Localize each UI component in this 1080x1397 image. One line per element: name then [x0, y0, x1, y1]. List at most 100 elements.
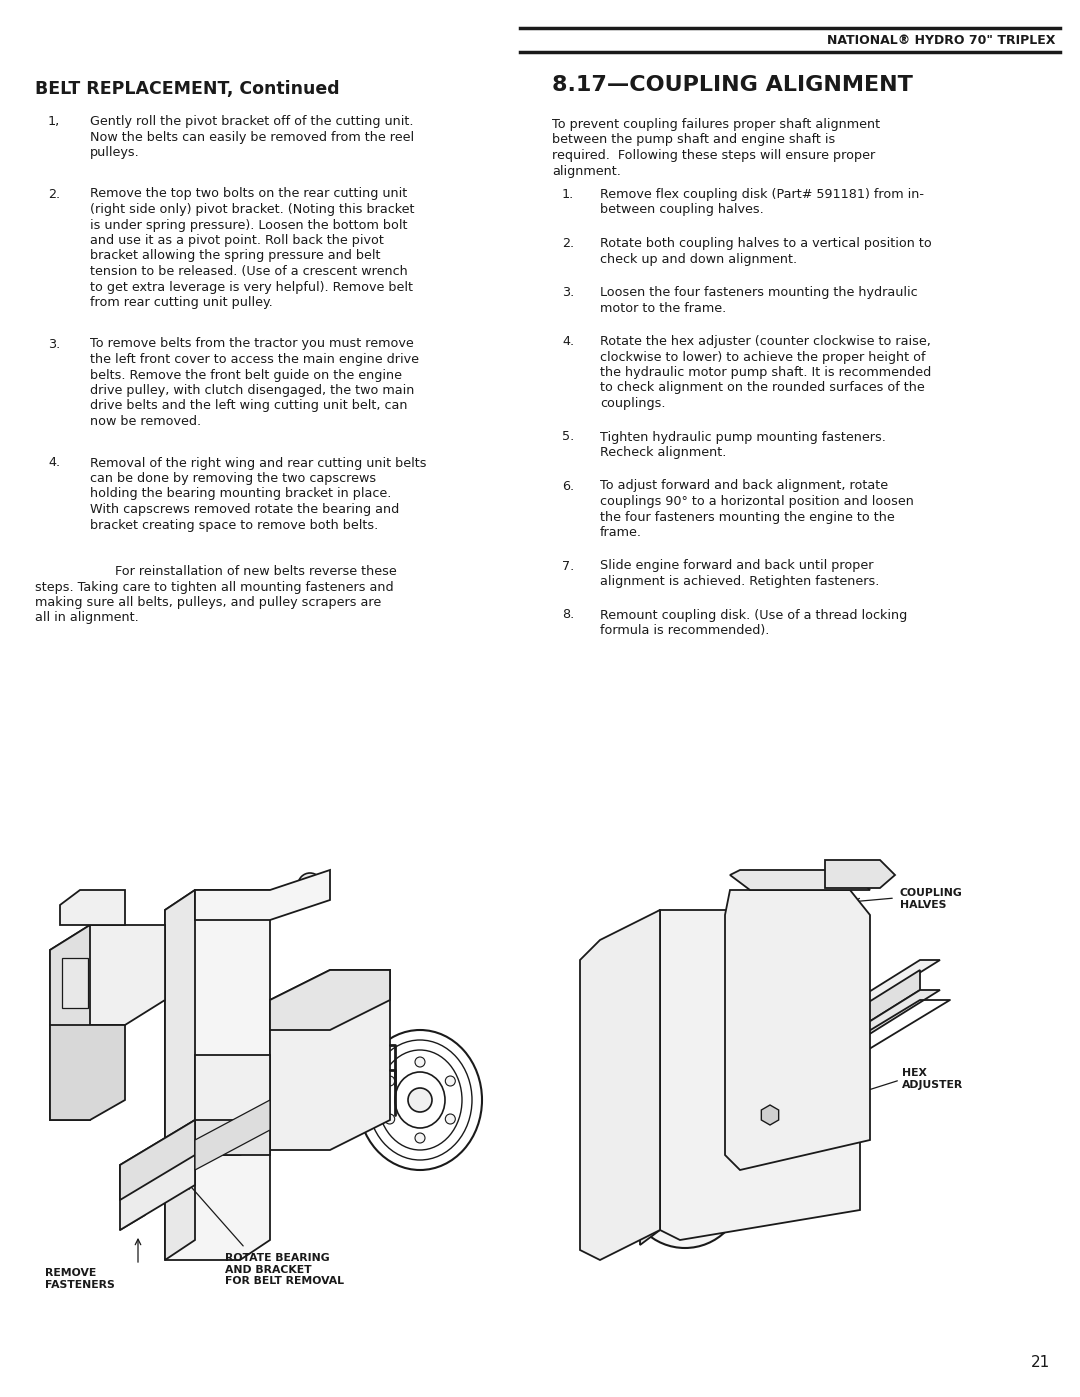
- Text: (right side only) pivot bracket. (Noting this bracket: (right side only) pivot bracket. (Noting…: [90, 203, 415, 217]
- Text: Slide engine forward and back until proper: Slide engine forward and back until prop…: [600, 560, 874, 573]
- Polygon shape: [270, 970, 390, 1150]
- Circle shape: [588, 1032, 602, 1046]
- Text: the hydraulic motor pump shaft. It is recommended: the hydraulic motor pump shaft. It is re…: [600, 366, 931, 379]
- Circle shape: [794, 935, 804, 944]
- Circle shape: [130, 1206, 140, 1215]
- Circle shape: [126, 1002, 134, 1009]
- Circle shape: [670, 1175, 700, 1206]
- Circle shape: [816, 1085, 826, 1095]
- Circle shape: [794, 995, 804, 1004]
- Circle shape: [750, 935, 760, 944]
- Circle shape: [206, 946, 214, 954]
- Text: Remove the top two bolts on the rear cutting unit: Remove the top two bolts on the rear cut…: [90, 187, 407, 201]
- Circle shape: [63, 1016, 73, 1025]
- Text: For reinstallation of new belts reverse these: For reinstallation of new belts reverse …: [114, 564, 396, 578]
- Circle shape: [794, 1055, 804, 1065]
- Circle shape: [772, 1085, 782, 1095]
- Polygon shape: [62, 958, 87, 1009]
- Polygon shape: [600, 990, 940, 1190]
- Text: 3.: 3.: [562, 286, 575, 299]
- Circle shape: [745, 1143, 755, 1153]
- Circle shape: [175, 1165, 185, 1175]
- Circle shape: [640, 1146, 730, 1235]
- Text: 1.: 1.: [562, 189, 575, 201]
- Text: all in alignment.: all in alignment.: [35, 612, 138, 624]
- Text: clockwise to lower) to achieve the proper height of: clockwise to lower) to achieve the prope…: [600, 351, 926, 363]
- Circle shape: [63, 965, 73, 975]
- Text: 3.: 3.: [48, 338, 60, 351]
- Circle shape: [445, 1113, 456, 1125]
- Text: To adjust forward and back alignment, rotate: To adjust forward and back alignment, ro…: [600, 479, 888, 493]
- Circle shape: [415, 1133, 426, 1143]
- Text: to get extra leverage is very helpful). Remove belt: to get extra leverage is very helpful). …: [90, 281, 413, 293]
- Circle shape: [816, 935, 826, 944]
- Circle shape: [772, 965, 782, 975]
- Polygon shape: [660, 909, 860, 1241]
- Text: from rear cutting unit pulley.: from rear cutting unit pulley.: [90, 296, 273, 309]
- Circle shape: [284, 1084, 296, 1097]
- Text: the left front cover to access the main engine drive: the left front cover to access the main …: [90, 353, 419, 366]
- Polygon shape: [195, 1099, 270, 1171]
- Text: couplings.: couplings.: [600, 397, 665, 409]
- Text: between the pump shaft and engine shaft is: between the pump shaft and engine shaft …: [552, 134, 835, 147]
- Circle shape: [627, 1132, 743, 1248]
- Circle shape: [745, 1115, 755, 1125]
- Circle shape: [63, 990, 73, 1000]
- Polygon shape: [165, 1120, 270, 1175]
- Text: 8.17—COUPLING ALIGNMENT: 8.17—COUPLING ALIGNMENT: [552, 75, 913, 95]
- Circle shape: [772, 935, 782, 944]
- Circle shape: [794, 1085, 804, 1095]
- Polygon shape: [165, 890, 270, 1260]
- Text: is under spring pressure). Loosen the bottom bolt: is under spring pressure). Loosen the bo…: [90, 218, 407, 232]
- Circle shape: [130, 1171, 140, 1180]
- Text: With capscrews removed rotate the bearing and: With capscrews removed rotate the bearin…: [90, 503, 400, 515]
- Text: and use it as a pivot point. Roll back the pivot: and use it as a pivot point. Roll back t…: [90, 235, 383, 247]
- Text: bracket creating space to remove both belts.: bracket creating space to remove both be…: [90, 518, 378, 531]
- Text: Loosen the four fasteners mounting the hydraulic: Loosen the four fasteners mounting the h…: [600, 286, 918, 299]
- Circle shape: [789, 1143, 799, 1153]
- Circle shape: [750, 995, 760, 1004]
- Text: alignment.: alignment.: [552, 165, 621, 177]
- Polygon shape: [50, 1025, 125, 1120]
- Polygon shape: [580, 909, 660, 1260]
- Text: Remove flex coupling disk (Part# 591181) from in-: Remove flex coupling disk (Part# 591181)…: [600, 189, 924, 201]
- Circle shape: [772, 1025, 782, 1035]
- Circle shape: [772, 1055, 782, 1065]
- Circle shape: [772, 995, 782, 1004]
- Circle shape: [384, 1113, 394, 1125]
- Polygon shape: [270, 970, 390, 1030]
- Polygon shape: [725, 890, 870, 1171]
- Polygon shape: [120, 1120, 195, 1200]
- Text: drive belts and the left wing cutting unit belt, can: drive belts and the left wing cutting un…: [90, 400, 407, 412]
- Circle shape: [613, 963, 627, 977]
- Circle shape: [750, 1085, 760, 1095]
- Circle shape: [750, 1055, 760, 1065]
- Text: the four fasteners mounting the engine to the: the four fasteners mounting the engine t…: [600, 510, 894, 524]
- Polygon shape: [60, 890, 125, 925]
- Text: COUPLING
HALVES: COUPLING HALVES: [900, 888, 962, 909]
- Text: 4.: 4.: [48, 457, 60, 469]
- Text: alignment is achieved. Retighten fasteners.: alignment is achieved. Retighten fastene…: [600, 576, 879, 588]
- Polygon shape: [730, 870, 870, 890]
- Text: making sure all belts, pulleys, and pulley scrapers are: making sure all belts, pulleys, and pull…: [35, 597, 381, 609]
- Text: To remove belts from the tractor you must remove: To remove belts from the tractor you mus…: [90, 338, 414, 351]
- Polygon shape: [761, 1105, 779, 1125]
- Text: tension to be released. (Use of a crescent wrench: tension to be released. (Use of a cresce…: [90, 265, 408, 278]
- Circle shape: [588, 1092, 602, 1106]
- Circle shape: [767, 1115, 777, 1125]
- Circle shape: [384, 1076, 394, 1085]
- Text: 4.: 4.: [562, 335, 575, 348]
- Polygon shape: [600, 960, 940, 1160]
- Text: pulleys.: pulleys.: [90, 147, 139, 159]
- Text: Remount coupling disk. (Use of a thread locking: Remount coupling disk. (Use of a thread …: [600, 609, 907, 622]
- Polygon shape: [825, 861, 895, 888]
- Circle shape: [794, 1025, 804, 1035]
- Circle shape: [303, 877, 318, 893]
- Circle shape: [750, 1025, 760, 1035]
- Text: required.  Following these steps will ensure proper: required. Following these steps will ens…: [552, 149, 875, 162]
- Circle shape: [588, 972, 602, 988]
- Text: bracket allowing the spring pressure and belt: bracket allowing the spring pressure and…: [90, 250, 380, 263]
- Circle shape: [102, 1006, 109, 1014]
- Text: NATIONAL® HYDRO 70" TRIPLEX: NATIONAL® HYDRO 70" TRIPLEX: [826, 34, 1055, 46]
- Circle shape: [226, 965, 234, 974]
